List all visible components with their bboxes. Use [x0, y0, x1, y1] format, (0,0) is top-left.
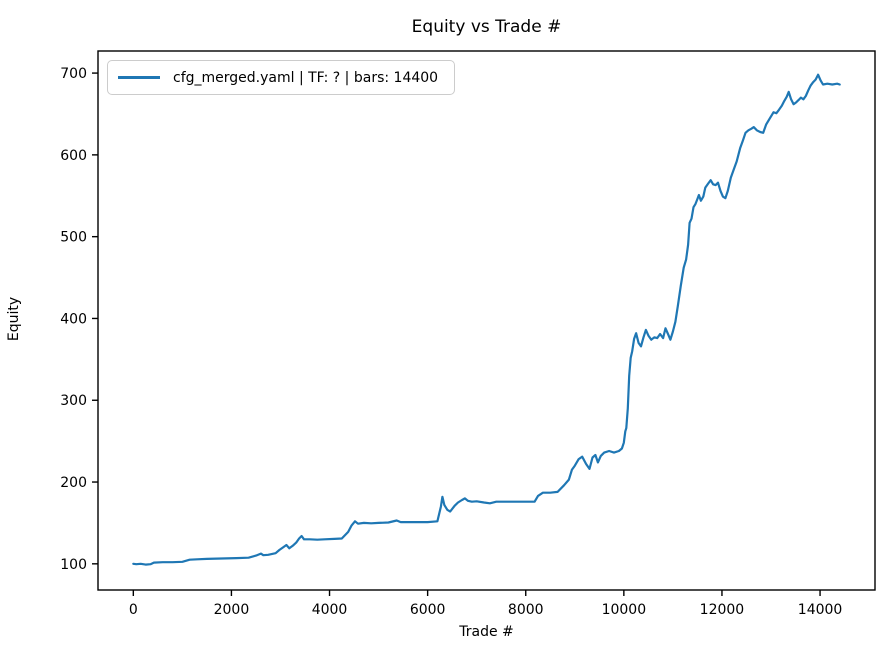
equity-curve — [132, 73, 841, 566]
y-axis-label: Equity — [6, 296, 22, 342]
x-tick-label: 0 — [129, 602, 138, 618]
x-tick-label: 10000 — [602, 602, 647, 618]
y-tick-label: 100 — [60, 557, 87, 573]
y-tick-label: 200 — [60, 475, 87, 491]
y-tick-label: 600 — [60, 148, 87, 164]
plot-frame — [97, 50, 876, 591]
x-tick-label: 8000 — [508, 602, 544, 618]
y-tick-label: 400 — [60, 311, 87, 327]
x-tick-label: 4000 — [312, 602, 348, 618]
x-tick-label: 14000 — [798, 602, 843, 618]
legend: cfg_merged.yaml | TF: ? | bars: 14400 — [107, 60, 456, 95]
legend-label: cfg_merged.yaml | TF: ? | bars: 14400 — [173, 69, 439, 86]
x-tick-label: 6000 — [410, 602, 446, 618]
chart-title: Equity vs Trade # — [411, 17, 562, 37]
x-axis-label: Trade # — [459, 624, 514, 640]
y-tick-label: 500 — [60, 230, 87, 246]
y-tick-label: 700 — [60, 66, 87, 82]
y-tick-label: 300 — [60, 393, 87, 409]
legend-line-swatch — [118, 76, 160, 79]
x-tick-label: 12000 — [700, 602, 745, 618]
x-tick-label: 2000 — [214, 602, 250, 618]
